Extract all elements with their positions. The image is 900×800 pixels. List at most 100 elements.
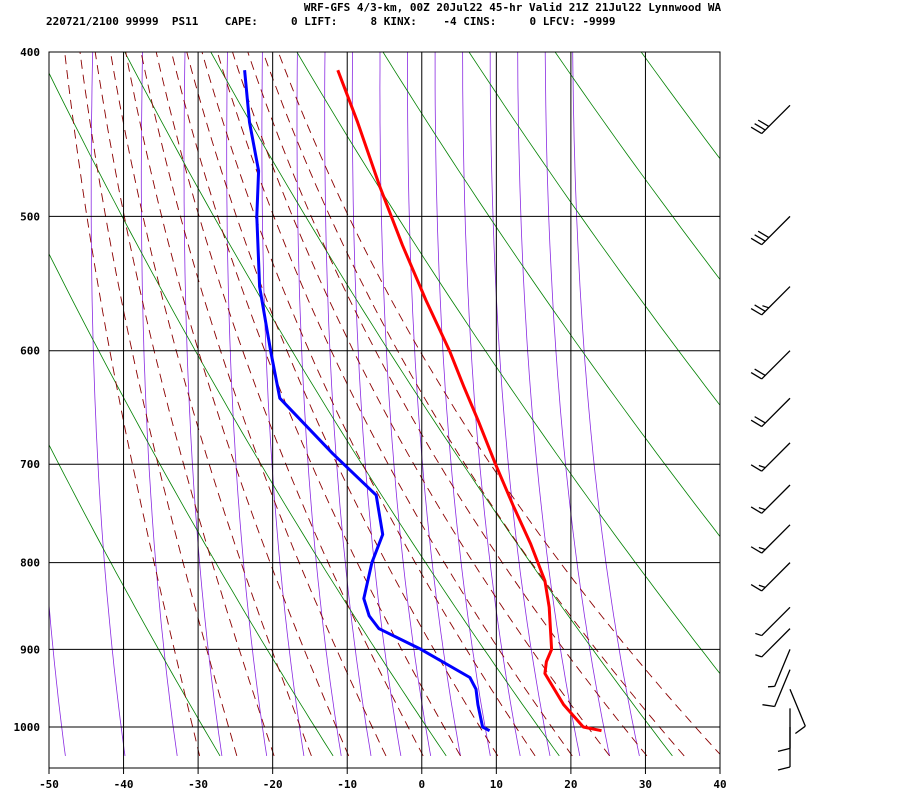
mixing-ratio-line xyxy=(489,52,551,756)
wind-barb-shaft xyxy=(761,215,791,246)
wind-barb-shaft xyxy=(761,397,791,427)
moist-adiabat xyxy=(247,52,648,757)
wind-barb-feather xyxy=(750,419,763,428)
wind-barb xyxy=(750,104,791,135)
wind-barb xyxy=(755,606,791,637)
wind-barb xyxy=(750,215,791,246)
wind-barb xyxy=(767,649,791,688)
wind-barb-shaft xyxy=(761,562,791,592)
dry-adiabat xyxy=(554,52,720,281)
dry-adiabat xyxy=(296,52,720,675)
moist-adiabat xyxy=(201,52,536,757)
wind-barb-shaft xyxy=(761,606,791,637)
dry-adiabat xyxy=(210,52,673,757)
mixing-ratio-line xyxy=(407,52,461,756)
wind-barb-feather xyxy=(758,584,766,588)
mixing-ratio-line xyxy=(462,52,521,756)
dry-adiabat xyxy=(382,52,720,538)
wind-barb-feather xyxy=(754,368,766,376)
wind-barb-feather xyxy=(777,747,791,752)
wind-barb-shaft xyxy=(789,688,806,727)
wind-barb-feather xyxy=(750,506,763,514)
wind-barb-feather xyxy=(754,304,766,312)
wind-barb-feather xyxy=(755,632,762,637)
wind-barb-shaft xyxy=(761,484,791,514)
mixing-ratio-line xyxy=(434,52,491,756)
mixing-ratio-line xyxy=(140,52,178,756)
dry-adiabat xyxy=(884,33,900,756)
wind-barb-shaft xyxy=(761,286,791,316)
wind-barb-feather xyxy=(794,725,806,735)
wind-barb-feather xyxy=(762,704,775,708)
wind-barb xyxy=(789,688,806,735)
moist-adiabat xyxy=(64,52,201,757)
wind-barb xyxy=(762,669,791,708)
mixing-ratio-line xyxy=(90,52,126,756)
wind-barbs xyxy=(750,104,806,771)
wind-barb-feather xyxy=(757,230,770,239)
dry-adiabat xyxy=(49,443,221,757)
mixing-ratio-line xyxy=(379,52,432,756)
dry-adiabat xyxy=(713,33,900,756)
wind-barb-feather xyxy=(750,464,763,472)
wind-barb-shaft xyxy=(761,442,791,472)
wind-barb xyxy=(777,708,791,752)
wind-barb xyxy=(750,286,791,316)
wind-barb xyxy=(750,397,791,428)
mixing-ratio-line xyxy=(324,52,372,756)
dry-adiabat xyxy=(49,253,334,757)
dry-adiabat xyxy=(468,52,720,406)
wind-barb-shaft xyxy=(761,628,791,658)
dry-adiabat xyxy=(640,52,720,160)
wind-barb xyxy=(750,484,791,514)
x-tick-label: 40 xyxy=(713,778,726,791)
wind-barb xyxy=(750,350,791,380)
moist-adiabat xyxy=(171,52,461,757)
moist-adiabat xyxy=(125,52,350,757)
plot-frame xyxy=(48,51,721,769)
wind-barb-feather xyxy=(750,307,763,316)
wind-barb-shaft xyxy=(761,350,791,380)
wind-barb-feather xyxy=(750,546,763,554)
wind-barb-feather xyxy=(777,766,791,771)
pressure-tick-label: 900 xyxy=(20,643,40,656)
x-tick-label: -50 xyxy=(39,778,59,791)
dewpoint-profile xyxy=(243,70,491,733)
wind-barb-shaft xyxy=(761,104,791,135)
wind-barb-feather xyxy=(754,123,766,131)
wind-barb-shaft xyxy=(774,649,791,687)
moist-adiabat xyxy=(140,52,387,757)
mixing-ratio-line xyxy=(544,52,610,756)
temperature-profile xyxy=(336,69,602,733)
mixing-ratio-line xyxy=(351,52,402,756)
plot-area xyxy=(49,33,900,768)
wind-barb-feather xyxy=(757,119,770,128)
dry-adiabat xyxy=(799,33,900,756)
wind-barb-shaft xyxy=(761,524,791,554)
wind-barb xyxy=(750,562,791,592)
moist-adiabat xyxy=(232,52,610,757)
wind-barb-feather xyxy=(754,416,766,424)
wind-barb-feather xyxy=(755,654,762,658)
wind-barb-feather xyxy=(762,305,769,309)
pressure-tick-label: 1000 xyxy=(14,721,41,734)
wind-barb-shaft xyxy=(774,669,791,707)
moist-adiabat xyxy=(110,52,312,757)
mixing-ratio-line xyxy=(226,52,268,756)
moist-adiabat xyxy=(262,52,685,757)
wind-barb-feather xyxy=(758,507,766,511)
x-tick-label: -40 xyxy=(114,778,134,791)
mixing-ratio-line xyxy=(183,52,223,756)
x-tick-label: 20 xyxy=(564,778,577,791)
wind-barb-feather xyxy=(754,234,766,242)
dry-adiabat xyxy=(124,52,560,757)
wind-barb-feather xyxy=(750,372,763,380)
wind-barb-feather xyxy=(750,126,763,135)
pressure-tick-label: 600 xyxy=(20,345,40,358)
x-tick-label: -20 xyxy=(263,778,283,791)
pressure-tick-label: 700 xyxy=(20,458,40,471)
wind-barb xyxy=(750,524,791,554)
wind-barb-feather xyxy=(750,583,763,592)
x-tick-label: 10 xyxy=(490,778,503,791)
